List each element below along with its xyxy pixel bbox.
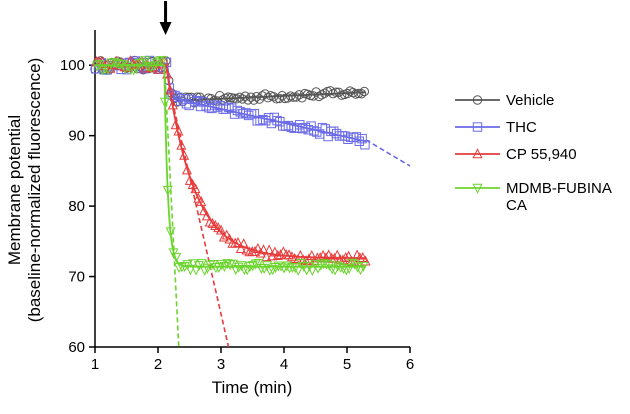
- data-point: [142, 61, 153, 72]
- data-point: [331, 87, 341, 97]
- data-point: [216, 260, 227, 271]
- data-point: [154, 56, 165, 67]
- plot-area: [90, 55, 371, 276]
- data-point: [306, 121, 316, 131]
- data-point: [182, 260, 193, 271]
- data-point: [472, 95, 483, 105]
- data-point: [187, 178, 198, 189]
- data-point: [224, 233, 235, 244]
- axis-ticks: 1 2 3 4 5 6 60 70 80 90 100: [60, 57, 414, 373]
- extrapolation-line: [169, 93, 230, 348]
- data-point: [222, 259, 233, 270]
- y-tick-label: 60: [68, 339, 85, 356]
- data-point: [270, 263, 281, 274]
- data-point: [249, 95, 259, 105]
- data-point: [170, 119, 181, 130]
- data-point: [472, 148, 483, 159]
- y-tick-label: 90: [68, 128, 85, 145]
- data-point: [153, 63, 164, 74]
- data-point: [201, 210, 212, 221]
- y-tick-label: 80: [68, 198, 85, 215]
- data-point: [303, 253, 314, 264]
- x-tick-label: 4: [280, 356, 288, 373]
- data-point: [356, 89, 367, 99]
- data-point: [225, 260, 236, 271]
- data-point: [306, 249, 317, 260]
- series-3: [91, 56, 369, 276]
- fit-line: [95, 64, 366, 268]
- data-point: [314, 91, 324, 102]
- legend-label: CA: [506, 197, 527, 214]
- data-point: [181, 164, 192, 175]
- x-tick-label: 6: [406, 356, 414, 373]
- data-point: [243, 95, 253, 105]
- data-point: [134, 59, 145, 70]
- x-tick-label: 1: [91, 356, 99, 373]
- data-point: [290, 263, 301, 274]
- data-point: [145, 62, 156, 73]
- data-point: [156, 58, 167, 69]
- data-point: [296, 258, 307, 270]
- legend-item: CP 55,940: [455, 146, 577, 163]
- data-point: [359, 86, 370, 97]
- data-point: [131, 63, 142, 74]
- data-point: [111, 58, 122, 69]
- x-axis-title: Time (min): [212, 378, 293, 397]
- y-tick-label: 70: [68, 269, 85, 286]
- data-point: [472, 183, 483, 194]
- x-tick-label: 5: [343, 356, 351, 373]
- data-point: [349, 259, 360, 270]
- legend-label: Vehicle: [506, 92, 554, 109]
- data-point: [217, 95, 228, 105]
- data-point: [108, 58, 119, 69]
- legend-label: MDMB-FUBINA: [506, 180, 612, 197]
- x-tick-label: 3: [217, 356, 225, 373]
- legend-item: Vehicle: [455, 92, 554, 109]
- data-point: [249, 108, 260, 119]
- data-point: [338, 264, 349, 275]
- data-point: [157, 56, 168, 67]
- data-point: [344, 264, 355, 275]
- data-point: [187, 94, 197, 105]
- data-point: [261, 251, 272, 262]
- data-point: [315, 260, 326, 271]
- data-point: [360, 255, 371, 266]
- data-point: [321, 259, 332, 270]
- data-point: [235, 242, 246, 253]
- data-point: [192, 95, 203, 106]
- extrapolation-lines: [163, 61, 411, 348]
- y-tick-label: 100: [60, 57, 85, 74]
- data-point: [332, 249, 343, 260]
- data-point: [253, 258, 264, 269]
- legend-item: THC: [455, 119, 537, 136]
- data-point: [140, 56, 151, 67]
- y-axis-title-line1: Membrane potential: [5, 115, 24, 265]
- legend-label: CP 55,940: [506, 146, 577, 163]
- data-point: [258, 244, 269, 255]
- y-axis-title-line2: (baseline-normalized fluorescence): [25, 58, 44, 323]
- data-point: [472, 122, 483, 132]
- data-point: [291, 92, 301, 102]
- data-point: [252, 242, 263, 253]
- data-point: [198, 205, 209, 216]
- drug-addition-arrow: [159, 1, 172, 35]
- x-tick-label: 2: [154, 356, 162, 373]
- legend-label: THC: [506, 119, 537, 136]
- extrapolation-line: [365, 139, 411, 167]
- data-point: [327, 264, 338, 275]
